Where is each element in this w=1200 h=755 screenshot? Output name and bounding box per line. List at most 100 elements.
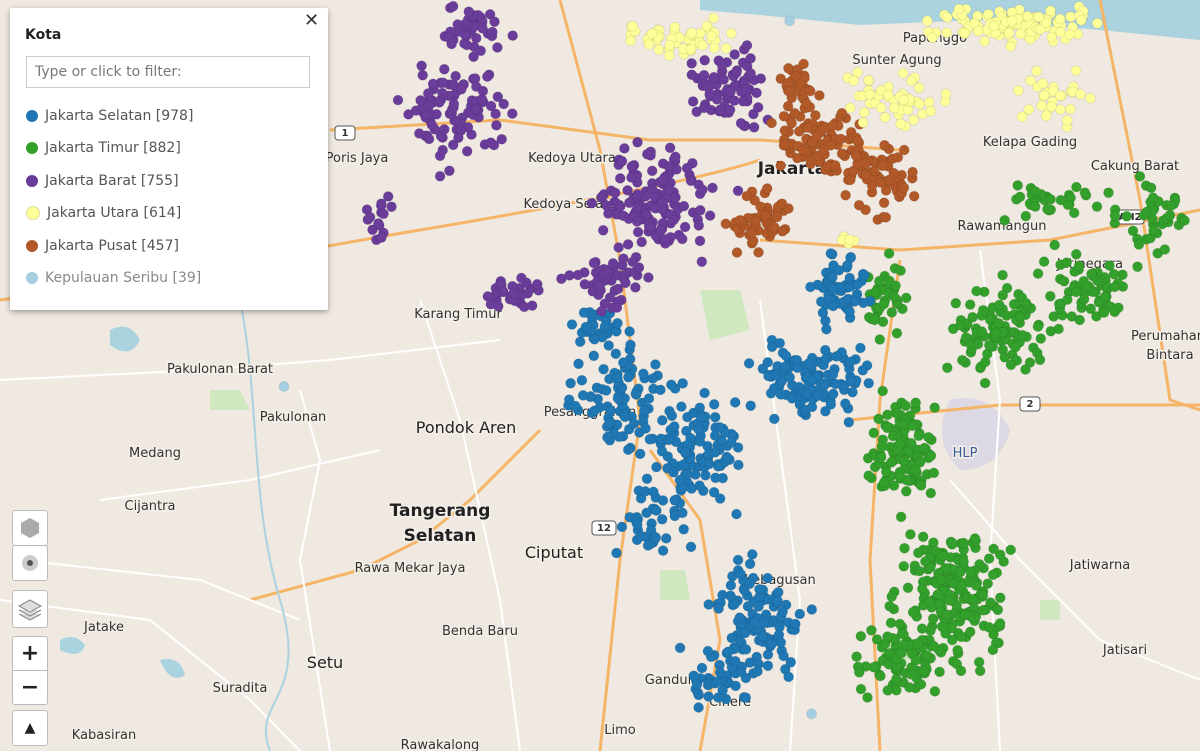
point[interactable]: [681, 162, 693, 174]
point[interactable]: [806, 375, 818, 386]
point[interactable]: [974, 665, 986, 677]
point[interactable]: [636, 236, 648, 248]
point[interactable]: [1024, 357, 1036, 368]
point[interactable]: [1029, 201, 1041, 213]
point[interactable]: [622, 444, 634, 456]
point[interactable]: [676, 233, 688, 245]
point[interactable]: [627, 256, 639, 268]
point[interactable]: [766, 117, 778, 129]
point[interactable]: [1070, 65, 1082, 77]
point[interactable]: [461, 145, 473, 157]
point[interactable]: [625, 339, 636, 351]
point[interactable]: [489, 16, 500, 28]
point[interactable]: [668, 466, 679, 478]
point[interactable]: [587, 285, 599, 297]
point[interactable]: [914, 98, 925, 110]
point[interactable]: [611, 547, 622, 559]
point[interactable]: [433, 97, 445, 108]
point[interactable]: [712, 460, 724, 472]
point[interactable]: [776, 198, 788, 210]
point[interactable]: [1058, 275, 1070, 287]
point[interactable]: [717, 472, 729, 484]
point[interactable]: [714, 421, 726, 433]
point[interactable]: [940, 88, 952, 100]
point[interactable]: [628, 418, 640, 430]
point[interactable]: [761, 183, 773, 194]
point[interactable]: [817, 307, 829, 319]
point[interactable]: [977, 304, 989, 316]
point[interactable]: [714, 666, 726, 678]
point[interactable]: [693, 702, 705, 713]
point[interactable]: [894, 618, 906, 630]
point[interactable]: [496, 133, 508, 145]
layers-button[interactable]: [12, 590, 48, 628]
point[interactable]: [785, 656, 797, 668]
point[interactable]: [835, 133, 847, 145]
point[interactable]: [720, 42, 732, 54]
point[interactable]: [1164, 209, 1176, 221]
point[interactable]: [762, 649, 774, 661]
point[interactable]: [602, 267, 614, 279]
point[interactable]: [498, 98, 510, 110]
point[interactable]: [779, 125, 791, 137]
point[interactable]: [598, 363, 610, 375]
point[interactable]: [1079, 187, 1091, 199]
point[interactable]: [983, 553, 995, 565]
point[interactable]: [668, 421, 680, 432]
point[interactable]: [994, 592, 1006, 604]
point[interactable]: [722, 646, 734, 658]
point[interactable]: [1104, 260, 1115, 272]
point[interactable]: [890, 673, 902, 685]
point[interactable]: [646, 28, 658, 40]
point[interactable]: [581, 321, 592, 333]
point[interactable]: [1147, 213, 1158, 225]
point[interactable]: [678, 523, 690, 535]
point[interactable]: [746, 548, 758, 560]
point[interactable]: [426, 119, 438, 131]
point[interactable]: [740, 643, 752, 655]
point[interactable]: [899, 455, 910, 467]
point[interactable]: [1053, 323, 1065, 335]
point[interactable]: [782, 100, 794, 112]
point[interactable]: [695, 411, 707, 423]
point[interactable]: [789, 107, 801, 119]
point[interactable]: [884, 600, 896, 612]
point[interactable]: [679, 221, 691, 233]
point[interactable]: [1109, 281, 1121, 293]
point[interactable]: [632, 136, 643, 148]
point[interactable]: [873, 413, 885, 425]
point[interactable]: [999, 214, 1011, 226]
point[interactable]: [641, 507, 653, 519]
point[interactable]: [887, 430, 899, 442]
point[interactable]: [890, 280, 902, 292]
point[interactable]: [819, 379, 831, 391]
point[interactable]: [455, 83, 467, 95]
point[interactable]: [491, 42, 503, 53]
point[interactable]: [919, 442, 930, 454]
point[interactable]: [827, 388, 839, 400]
point[interactable]: [771, 211, 783, 223]
point[interactable]: [1012, 85, 1024, 97]
point[interactable]: [900, 400, 912, 412]
point[interactable]: [632, 201, 643, 213]
point[interactable]: [1145, 182, 1157, 194]
point[interactable]: [898, 182, 910, 194]
point[interactable]: [994, 617, 1006, 629]
point[interactable]: [952, 644, 964, 656]
point[interactable]: [851, 279, 863, 290]
point[interactable]: [657, 174, 669, 186]
point[interactable]: [994, 549, 1006, 561]
point[interactable]: [644, 433, 656, 445]
point[interactable]: [912, 547, 924, 559]
point[interactable]: [663, 160, 675, 172]
point[interactable]: [447, 0, 459, 12]
point[interactable]: [753, 601, 765, 612]
point[interactable]: [1179, 215, 1190, 226]
point[interactable]: [1165, 200, 1177, 212]
point[interactable]: [886, 306, 898, 318]
point[interactable]: [734, 612, 746, 624]
point[interactable]: [794, 78, 806, 90]
point[interactable]: [811, 130, 823, 142]
point[interactable]: [1055, 104, 1066, 116]
point[interactable]: [876, 441, 888, 453]
